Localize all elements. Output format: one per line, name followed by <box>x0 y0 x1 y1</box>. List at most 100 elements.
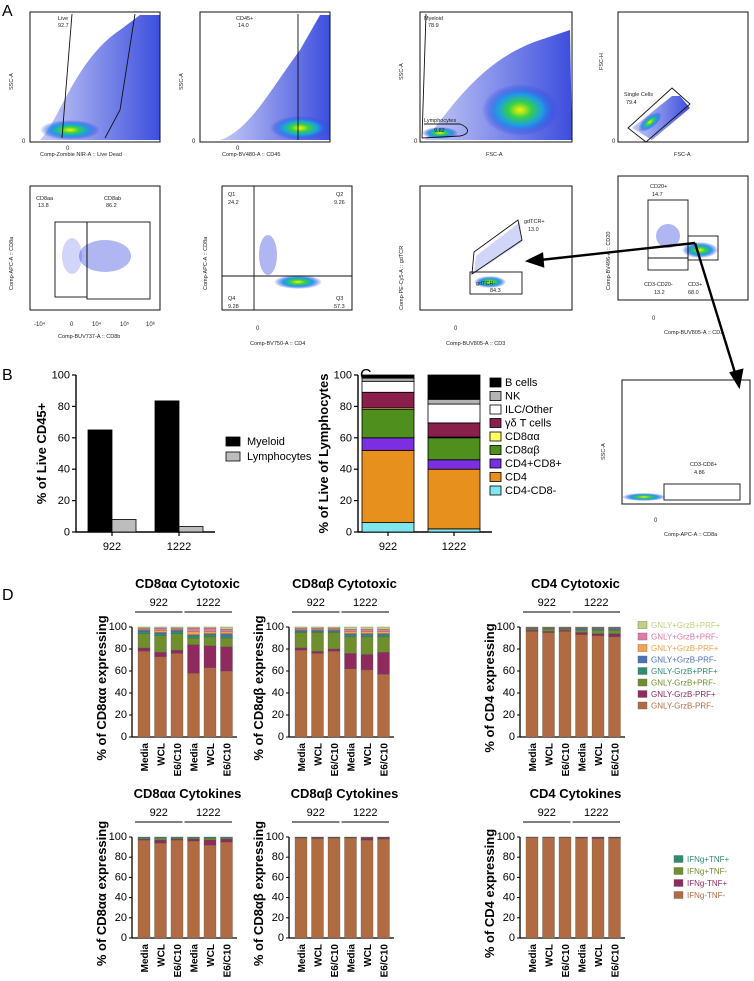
bar-myeloid-922 <box>87 429 113 533</box>
stack-gnly_pos_grzb_neg_prf_neg-0 <box>294 630 308 632</box>
legend-label: γδ T cells <box>505 418 552 430</box>
stack-gnly_neg_grzb_neg_prf_neg-3 <box>575 634 588 738</box>
stack-gnly_pos_grzb_pos_prf_neg-2 <box>327 627 341 630</box>
y-tick-label: 40 <box>115 892 127 904</box>
chart-title: CD8αβ Cytotoxic <box>292 576 397 591</box>
stack-gnly_pos_grzb_neg_prf_pos-0 <box>137 629 151 631</box>
x-tick-label: E6/C10 <box>380 944 391 978</box>
gate-name: CD3-CD20- <box>644 282 673 288</box>
stack-gnly_pos_grzb_neg_prf_neg-1 <box>311 630 324 632</box>
stack-gnly_neg_grzb_pos_prf_neg-5 <box>377 636 390 653</box>
x-tick-label: E6/C10 <box>173 743 184 777</box>
panel-label-a: A <box>2 3 13 20</box>
stack-ifng_neg_tnf_pos-1 <box>154 839 167 844</box>
stack-gnly_pos_grzb_neg_prf_pos-4 <box>203 631 217 634</box>
y-tick-label: 100 <box>109 831 127 843</box>
y-tick-label: 0 <box>509 932 515 944</box>
stack-gnly_neg_grzb_pos_prf_neg-3 <box>187 637 200 645</box>
stack-gnly_neg_grzb_pos_prf_neg-0 <box>137 633 151 649</box>
stack-gnly_pos_grzb_neg_prf_neg-4 <box>591 627 605 630</box>
y-tick-label: 60 <box>503 665 515 677</box>
y-tick-label: 80 <box>503 643 515 655</box>
stack-gnly_pos_grzb_neg_prf_pos-3 <box>344 631 357 634</box>
gate-value: 4.86 <box>694 470 705 476</box>
stack-ifng_pos_tnf_neg-4 <box>203 837 217 841</box>
flow-ylabel: Comp-BV496-A :: CD20 <box>606 232 612 290</box>
stack-gnly_pos_grzb_neg_prf_pos-4 <box>360 631 374 634</box>
group-label: 1222 <box>584 597 608 609</box>
gate-value: 24.2 <box>228 200 239 206</box>
legend-swatch <box>225 436 241 447</box>
y-tick-label: 80 <box>272 851 284 863</box>
stack-gnly_neg_grzb_pos_prf_neg-0 <box>525 629 539 631</box>
legend-swatch <box>673 891 684 899</box>
y-axis-title: % of CD8αα expressing <box>94 821 109 966</box>
flow-plot-fsc-ssc: Myeloid 78.9 Lymphocytes 9.82 FSC-A SSC-… <box>399 11 573 158</box>
x-tick-label: WCL <box>157 944 168 967</box>
y-tick-label: 40 <box>272 687 284 699</box>
gate-value: 14.0 <box>238 23 249 29</box>
stack-gnly_neg_grzb_neg_prf_neg-0 <box>525 631 539 738</box>
stack-ifng_neg_tnf_neg-2 <box>170 839 184 939</box>
stack-ifng_neg_tnf_pos-4 <box>203 839 217 846</box>
stack-gnly_neg_grzb_neg_prf_pos-4 <box>591 633 605 636</box>
stack-gnly_neg_grzb_pos_prf_pos-4 <box>203 634 217 638</box>
chart-title: CD8αβ Cytokines <box>291 786 399 801</box>
flow-ylabel: SSC-A <box>601 443 607 460</box>
gate-value: 68.0 <box>688 290 699 296</box>
y-tick-label: 40 <box>503 687 515 699</box>
stack-gnly_pos_grzb_pos_prf_pos-1 <box>311 626 324 629</box>
stack-gnly_pos_grzb_neg_prf_pos-1 <box>311 629 324 631</box>
stack-cd4-1222 <box>427 468 481 530</box>
flow-xlabel: Comp-BUV805-A :: CD3 <box>446 341 505 347</box>
x-tick-label: Media <box>578 743 589 772</box>
y-tick-label: 40 <box>58 464 70 476</box>
panel-label-d: D <box>2 587 14 604</box>
flow-ylabel: SSC-A <box>179 73 185 90</box>
stack-gnly_neg_grzb_neg_prf_pos-3 <box>575 632 588 635</box>
flow-xlabel: FSC-A <box>674 152 691 158</box>
legend-swatch <box>489 418 502 428</box>
stack-ifng_neg_tnf_neg-4 <box>203 844 217 939</box>
gate-name: Q4 <box>228 296 235 302</box>
stack-gnly_neg_grzb_pos_prf_pos-0 <box>294 631 308 633</box>
stack-ifng_neg_tnf_neg-5 <box>608 837 621 939</box>
stack-ifng_neg_tnf_pos-4 <box>360 837 374 841</box>
stack-gnly_pos_grzb_neg_prf_neg-0 <box>137 630 151 632</box>
y-tick-label: 60 <box>115 871 127 883</box>
y-axis-title: % of CD4 expressing <box>482 829 497 958</box>
group-label: 1222 <box>584 807 608 819</box>
y-tick-label: 60 <box>115 665 127 677</box>
legend-swatch <box>637 678 648 687</box>
group-label: 1222 <box>196 597 220 609</box>
y-tick-label: 20 <box>272 912 284 924</box>
y-tick-label: 40 <box>340 464 352 476</box>
y-axis-title: % of CD8αβ expressing <box>251 821 266 966</box>
stack-gnly_neg_grzb_neg_prf_pos-0 <box>294 647 308 651</box>
stack-gnly_neg_grzb_pos_prf_pos-5 <box>608 629 621 631</box>
x-tick-label: WCL <box>157 743 168 766</box>
stack-gnly_neg_grzb_pos_prf_neg-2 <box>327 632 341 650</box>
x-tick-label: E6/C10 <box>611 743 622 777</box>
x-tick-label: E6/C10 <box>380 743 391 777</box>
flow-xlabel: Comp-BUV737-A :: CD8b <box>58 334 120 340</box>
group-label: 1222 <box>353 597 377 609</box>
legend-swatch <box>637 655 648 664</box>
stack-gnly_neg_grzb_pos_prf_pos-4 <box>360 634 374 638</box>
y-tick-label: 0 <box>121 731 127 743</box>
stack-gnly_pos_grzb_pos_prf_neg-1 <box>154 627 167 631</box>
stack-gnly_pos_grzb_neg_prf_neg-3 <box>344 633 357 635</box>
legend-swatch <box>489 391 502 401</box>
gating-arrows <box>524 241 744 390</box>
stack-gnly_neg_grzb_neg_prf_pos-0 <box>525 630 539 632</box>
stack-ilc-922 <box>361 380 415 393</box>
legend-swatch <box>489 431 502 442</box>
gate-name: CD20+ <box>650 184 667 190</box>
stack-gnly_neg_grzb_pos_prf_neg-3 <box>575 630 588 633</box>
group-label: 1222 <box>196 807 220 819</box>
legend-label: GNLY-GrzB-PRF- <box>651 702 714 711</box>
stack-ifng_neg_tnf_neg-4 <box>360 839 374 939</box>
stack-nk-1222 <box>427 398 481 405</box>
y-tick-label: 0 <box>64 527 70 539</box>
